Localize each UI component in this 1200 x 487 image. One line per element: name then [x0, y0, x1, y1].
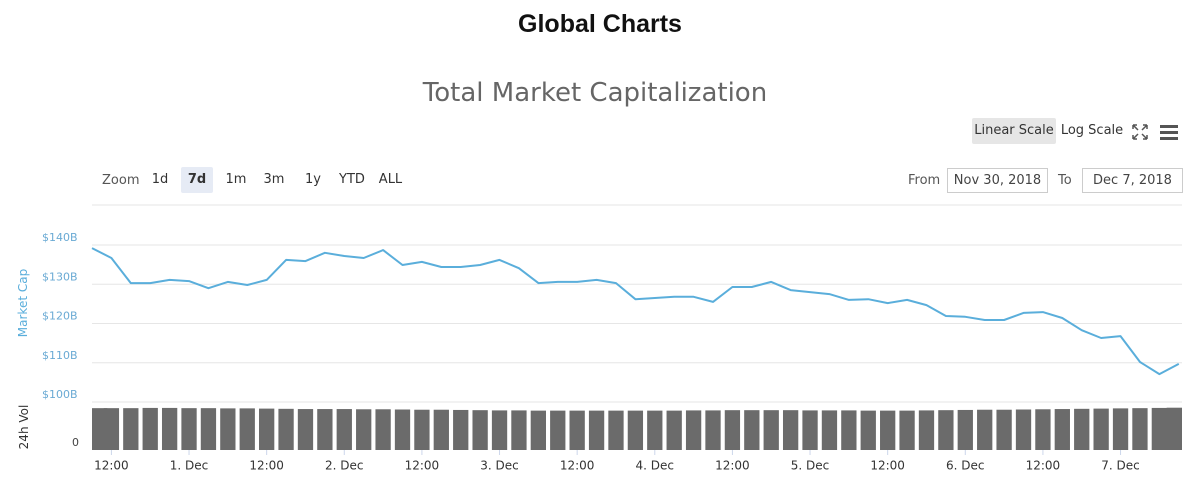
volume-bar — [414, 409, 430, 450]
volume-bar — [802, 410, 818, 450]
x-tick-label: 12:00 — [1026, 459, 1061, 473]
volume-bar — [569, 410, 585, 450]
zoom-label: Zoom — [102, 173, 140, 188]
from-label: From — [908, 173, 941, 188]
x-tick-label: 12:00 — [870, 459, 905, 473]
x-tick-label: 6. Dec — [946, 459, 984, 473]
x-tick-label: 1. Dec — [170, 459, 208, 473]
to-input[interactable]: Dec 7, 2018 — [1082, 168, 1183, 193]
market-cap-line — [91, 247, 1180, 376]
volume-bar — [1015, 409, 1032, 450]
volume-bar — [938, 410, 954, 450]
zoom-button[interactable]: 3m — [263, 172, 285, 187]
volume-bar — [491, 410, 508, 450]
chart-title: Total Market Capitalization — [422, 78, 768, 108]
volume-bar — [1074, 408, 1090, 450]
volume-bar — [899, 410, 915, 450]
zoom-button[interactable]: ALL — [378, 172, 403, 187]
volume-bar — [860, 410, 876, 450]
y-tick-label: $110B — [42, 349, 78, 362]
volume-bar — [996, 409, 1012, 450]
x-tick-label: 12:00 — [715, 459, 750, 473]
volume-bar — [957, 409, 973, 450]
volume-bar — [278, 408, 294, 450]
volume-bar — [821, 410, 838, 450]
volume-bar — [394, 409, 411, 450]
volume-bar — [375, 409, 391, 450]
volume-bar — [92, 408, 108, 450]
volume-bar — [918, 410, 935, 450]
volume-bar — [239, 408, 255, 450]
volume-bar — [608, 410, 624, 450]
volume-bar — [763, 410, 779, 450]
volume-bar — [433, 409, 449, 450]
volume-bar — [1151, 407, 1168, 450]
volume-bar — [123, 408, 139, 450]
x-tick-label: 12:00 — [560, 459, 595, 473]
zoom-button[interactable]: 1d — [151, 172, 169, 187]
scale-button[interactable]: Linear Scale — [972, 118, 1056, 144]
y-tick-label: $140B — [42, 231, 78, 244]
y-tick-label: $100B — [42, 388, 78, 401]
volume-bar — [1054, 409, 1070, 450]
zoom-button[interactable]: 7d — [181, 167, 213, 193]
volume-bar — [297, 409, 314, 450]
volume-bar — [511, 410, 527, 450]
volume-bar — [472, 410, 488, 450]
volume-bar — [724, 410, 741, 450]
x-tick-label: 12:00 — [405, 459, 440, 473]
x-tick-label: 12:00 — [94, 459, 129, 473]
volume-bar — [336, 409, 352, 450]
y-axis-label: Market Cap — [16, 269, 30, 337]
volume-bar — [200, 408, 217, 450]
volume-bar — [453, 409, 469, 450]
volume-bar — [1112, 408, 1129, 450]
x-tick-label: 3. Dec — [480, 459, 518, 473]
volume-bar — [841, 410, 857, 450]
volume-bar — [627, 410, 644, 450]
toolbar-icons[interactable] — [1130, 122, 1190, 142]
volume-bar — [161, 407, 178, 450]
zoom-button[interactable]: 1m — [225, 172, 247, 187]
volume-bar — [530, 410, 546, 450]
volume-bar — [181, 408, 197, 450]
volume-bar — [782, 410, 799, 450]
volume-bar — [685, 410, 702, 450]
volume-bar — [705, 410, 721, 450]
volume-bar — [666, 410, 682, 450]
to-label: To — [1058, 173, 1072, 188]
page-title: Global Charts — [518, 10, 682, 38]
x-tick-label: 5. Dec — [791, 459, 829, 473]
x-tick-label: 2. Dec — [325, 459, 363, 473]
volume-bar — [1166, 407, 1182, 450]
volume-bar — [550, 410, 566, 450]
volume-bar — [744, 410, 760, 450]
zoom-button[interactable]: 1y — [305, 172, 321, 187]
volume-bar — [880, 410, 896, 450]
volume-tick-label: 0 — [72, 436, 79, 449]
x-tick-label: 4. Dec — [636, 459, 674, 473]
volume-bar — [220, 408, 236, 450]
from-input[interactable]: Nov 30, 2018 — [947, 168, 1048, 193]
volume-bar — [1132, 408, 1148, 450]
volume-bar — [142, 407, 158, 450]
volume-bar — [259, 408, 275, 450]
zoom-button[interactable]: YTD — [339, 172, 365, 187]
volume-bar — [356, 409, 372, 450]
y-tick-label: $130B — [42, 270, 78, 283]
x-tick-label: 12:00 — [249, 459, 284, 473]
scale-button[interactable]: Log Scale — [1060, 123, 1124, 138]
volume-bar — [317, 409, 333, 450]
y-tick-label: $120B — [42, 310, 78, 323]
volume-bar — [647, 410, 663, 450]
x-tick-label: 7. Dec — [1101, 459, 1139, 473]
volume-bar — [103, 408, 120, 450]
volume-bar — [977, 409, 993, 450]
volume-bar — [588, 410, 605, 450]
volume-axis-label: 24h Vol — [17, 405, 31, 450]
volume-bar — [1093, 408, 1109, 450]
volume-bar — [1035, 409, 1051, 450]
